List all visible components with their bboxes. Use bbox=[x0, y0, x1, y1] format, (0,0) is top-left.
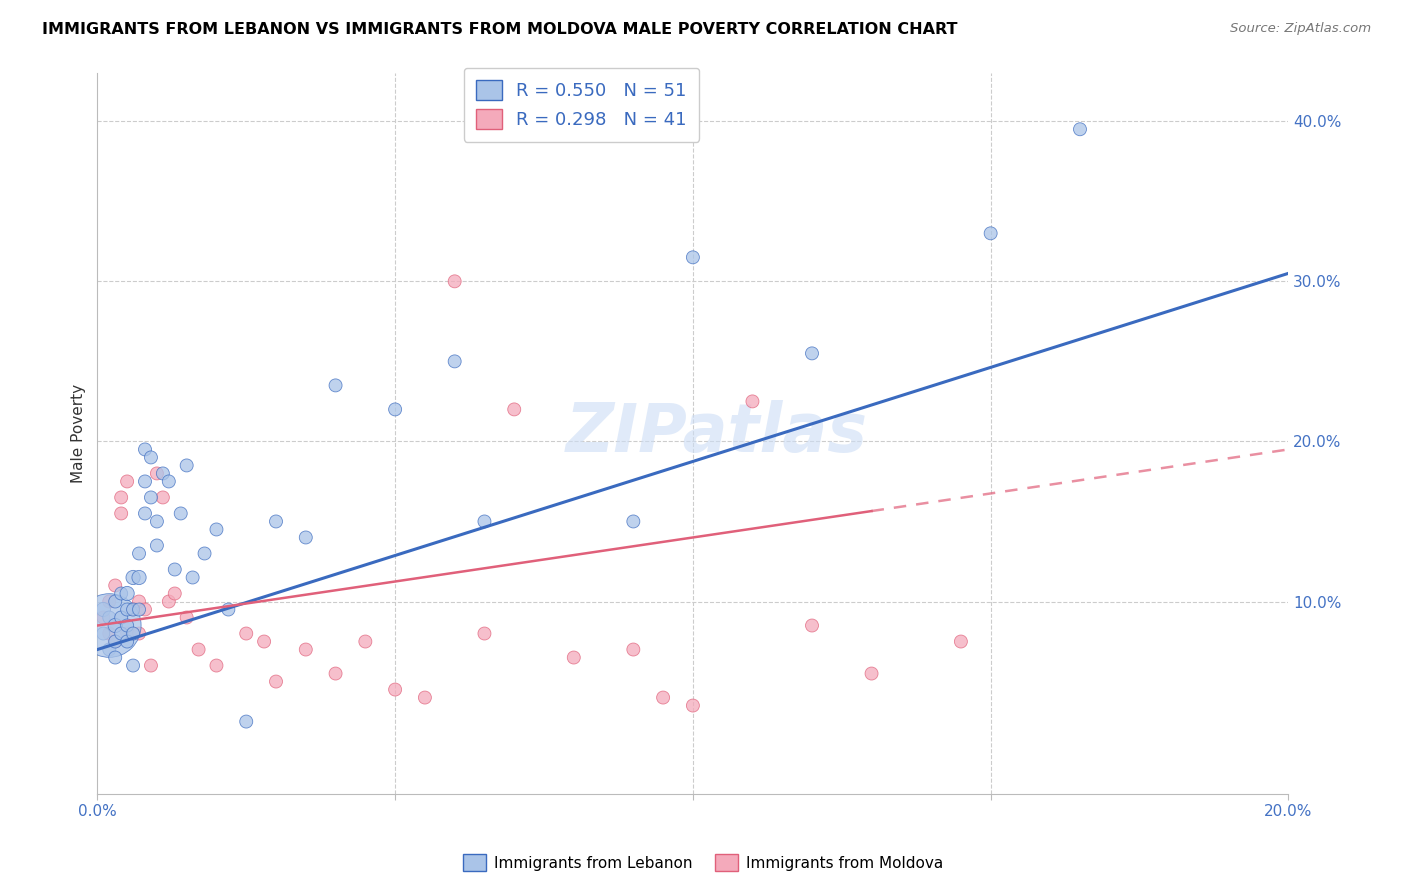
Point bbox=[652, 690, 675, 705]
Point bbox=[91, 610, 114, 624]
Point bbox=[134, 475, 156, 489]
Point bbox=[152, 491, 174, 505]
Legend: Immigrants from Lebanon, Immigrants from Moldova: Immigrants from Lebanon, Immigrants from… bbox=[457, 848, 949, 877]
Point bbox=[682, 698, 704, 713]
Point bbox=[325, 378, 347, 392]
Point bbox=[354, 634, 377, 648]
Point bbox=[384, 402, 406, 417]
Point bbox=[104, 634, 127, 648]
Point bbox=[122, 602, 145, 616]
Point bbox=[294, 642, 316, 657]
Point bbox=[115, 618, 138, 632]
Point bbox=[122, 626, 145, 640]
Point bbox=[1069, 122, 1091, 136]
Point bbox=[474, 515, 496, 529]
Point bbox=[128, 602, 150, 616]
Point bbox=[949, 634, 972, 648]
Legend: R = 0.550   N = 51, R = 0.298   N = 41: R = 0.550 N = 51, R = 0.298 N = 41 bbox=[464, 68, 699, 142]
Point bbox=[741, 394, 763, 409]
Point bbox=[98, 626, 121, 640]
Point bbox=[163, 586, 186, 600]
Point bbox=[187, 642, 209, 657]
Point bbox=[115, 634, 138, 648]
Point bbox=[621, 515, 644, 529]
Point bbox=[860, 666, 883, 681]
Point bbox=[176, 610, 198, 624]
Point bbox=[128, 546, 150, 560]
Point bbox=[122, 602, 145, 616]
Point bbox=[115, 586, 138, 600]
Point bbox=[217, 602, 239, 616]
Point bbox=[139, 491, 162, 505]
Point bbox=[443, 354, 465, 368]
Point bbox=[104, 618, 127, 632]
Point bbox=[98, 594, 121, 608]
Point bbox=[152, 467, 174, 481]
Point bbox=[134, 602, 156, 616]
Point bbox=[980, 227, 1002, 241]
Point bbox=[134, 507, 156, 521]
Point bbox=[115, 602, 138, 616]
Point bbox=[115, 475, 138, 489]
Point bbox=[134, 442, 156, 457]
Point bbox=[157, 594, 180, 608]
Point bbox=[682, 250, 704, 264]
Point bbox=[325, 666, 347, 681]
Point bbox=[170, 507, 193, 521]
Point bbox=[205, 658, 228, 673]
Point bbox=[110, 610, 132, 624]
Point bbox=[139, 450, 162, 465]
Point bbox=[128, 594, 150, 608]
Point bbox=[91, 626, 114, 640]
Point bbox=[128, 626, 150, 640]
Point bbox=[384, 682, 406, 697]
Point bbox=[621, 642, 644, 657]
Point bbox=[146, 467, 169, 481]
Point bbox=[104, 634, 127, 648]
Point bbox=[139, 658, 162, 673]
Y-axis label: Male Poverty: Male Poverty bbox=[72, 384, 86, 483]
Point bbox=[474, 626, 496, 640]
Text: IMMIGRANTS FROM LEBANON VS IMMIGRANTS FROM MOLDOVA MALE POVERTY CORRELATION CHAR: IMMIGRANTS FROM LEBANON VS IMMIGRANTS FR… bbox=[42, 22, 957, 37]
Point bbox=[235, 714, 257, 729]
Point bbox=[98, 618, 121, 632]
Point bbox=[104, 594, 127, 608]
Point bbox=[181, 570, 204, 584]
Point bbox=[264, 674, 287, 689]
Point bbox=[157, 475, 180, 489]
Point bbox=[503, 402, 526, 417]
Point bbox=[104, 650, 127, 665]
Point bbox=[122, 570, 145, 584]
Point bbox=[110, 507, 132, 521]
Point bbox=[801, 618, 824, 632]
Point bbox=[115, 626, 138, 640]
Point bbox=[122, 658, 145, 673]
Point bbox=[294, 531, 316, 545]
Point bbox=[235, 626, 257, 640]
Point bbox=[122, 626, 145, 640]
Point bbox=[562, 650, 585, 665]
Point bbox=[205, 523, 228, 537]
Point bbox=[176, 458, 198, 473]
Point bbox=[443, 274, 465, 288]
Point bbox=[146, 539, 169, 553]
Point bbox=[128, 570, 150, 584]
Text: Source: ZipAtlas.com: Source: ZipAtlas.com bbox=[1230, 22, 1371, 36]
Point bbox=[146, 515, 169, 529]
Point bbox=[110, 491, 132, 505]
Point bbox=[110, 586, 132, 600]
Point bbox=[98, 642, 121, 657]
Point bbox=[193, 546, 215, 560]
Point bbox=[413, 690, 436, 705]
Point bbox=[98, 610, 121, 624]
Text: ZIPatlas: ZIPatlas bbox=[565, 401, 868, 467]
Point bbox=[264, 515, 287, 529]
Point bbox=[253, 634, 276, 648]
Point bbox=[801, 346, 824, 360]
Point bbox=[163, 562, 186, 576]
Point bbox=[104, 578, 127, 592]
Point bbox=[110, 626, 132, 640]
Point bbox=[91, 602, 114, 616]
